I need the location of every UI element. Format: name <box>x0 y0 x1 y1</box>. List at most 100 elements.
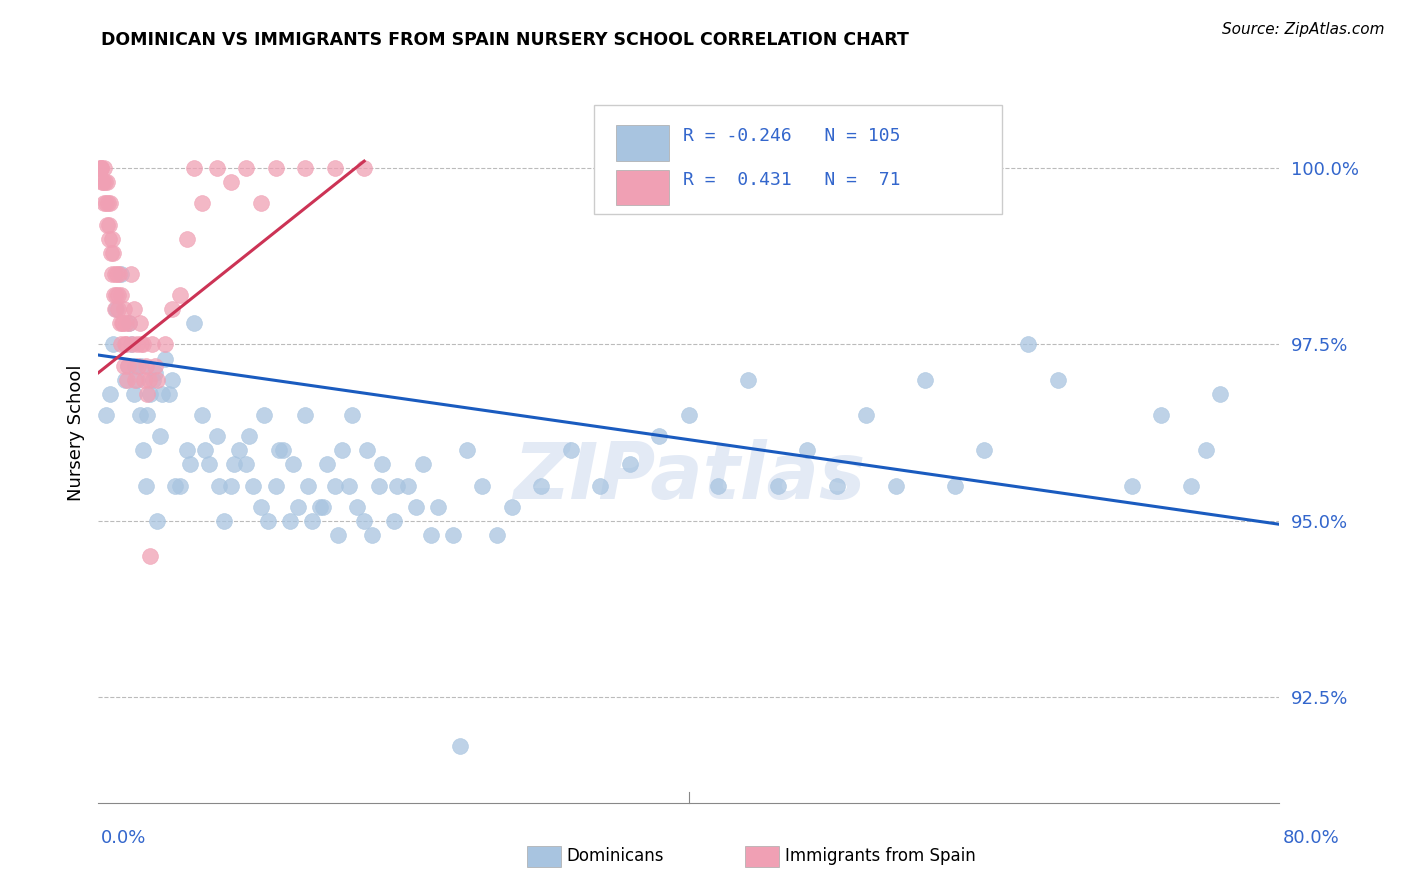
Point <box>235 458 257 472</box>
Point <box>456 443 478 458</box>
Point <box>93 161 115 176</box>
Point <box>138 373 160 387</box>
Point <box>312 500 335 514</box>
Point <box>143 359 166 373</box>
Point <box>619 458 641 472</box>
Point <box>149 429 172 443</box>
Point <box>111 316 134 330</box>
Point <box>191 196 214 211</box>
Point <box>283 458 305 472</box>
Y-axis label: Nursery School: Nursery School <box>66 364 84 501</box>
Point <box>271 443 294 458</box>
Text: R =  0.431   N =  71: R = 0.431 N = 71 <box>683 171 900 189</box>
Point <box>427 500 450 514</box>
Point <box>114 373 136 387</box>
Point <box>103 245 125 260</box>
Point <box>1209 387 1232 401</box>
Point <box>169 288 191 302</box>
Point <box>129 337 152 351</box>
Point <box>107 288 129 302</box>
Point <box>560 443 582 458</box>
Point <box>132 443 155 458</box>
Point <box>855 408 877 422</box>
Point <box>264 161 287 176</box>
Point <box>501 500 523 514</box>
Text: 80.0%: 80.0% <box>1282 830 1339 847</box>
Point <box>128 408 150 422</box>
Point <box>114 337 136 351</box>
Point <box>678 408 700 422</box>
Point <box>257 514 280 528</box>
Point <box>353 514 375 528</box>
Point <box>118 316 141 330</box>
Point <box>96 218 118 232</box>
Point <box>139 549 162 563</box>
Point <box>264 478 287 492</box>
Point <box>737 373 759 387</box>
Point <box>135 359 157 373</box>
Point <box>796 443 818 458</box>
Point <box>353 161 375 176</box>
Point <box>105 267 128 281</box>
Point <box>228 443 250 458</box>
Point <box>97 196 120 211</box>
Point <box>105 302 128 317</box>
Point <box>90 161 112 176</box>
Point <box>90 161 112 176</box>
Point <box>134 373 156 387</box>
Point <box>648 429 671 443</box>
Point <box>103 288 125 302</box>
Point <box>98 387 121 401</box>
Point <box>91 175 114 189</box>
Point <box>382 514 405 528</box>
FancyBboxPatch shape <box>616 126 669 161</box>
Point <box>449 739 471 754</box>
Point <box>169 478 191 492</box>
Point <box>107 302 129 317</box>
Point <box>316 458 339 472</box>
Point <box>419 528 441 542</box>
Point <box>412 458 434 472</box>
Point <box>219 175 243 189</box>
Point <box>112 359 135 373</box>
Point <box>1121 478 1143 492</box>
Point <box>128 316 150 330</box>
Point <box>176 232 198 246</box>
Point <box>267 443 290 458</box>
Point <box>110 288 132 302</box>
Point <box>1017 337 1039 351</box>
Point <box>884 478 907 492</box>
FancyBboxPatch shape <box>616 169 669 205</box>
Point <box>100 232 122 246</box>
Point <box>105 288 128 302</box>
Point <box>205 161 228 176</box>
Point <box>111 316 134 330</box>
Point <box>242 478 264 492</box>
Point <box>93 196 115 211</box>
Point <box>110 267 132 281</box>
Point <box>124 359 146 373</box>
Point <box>94 408 117 422</box>
Point <box>1195 443 1218 458</box>
Point <box>141 337 163 351</box>
Point <box>194 443 217 458</box>
Point <box>346 500 368 514</box>
Point <box>208 478 231 492</box>
Point <box>89 161 111 176</box>
Point <box>125 337 148 351</box>
Text: 0.0%: 0.0% <box>101 830 146 847</box>
Point <box>110 337 132 351</box>
Text: R = -0.246   N = 105: R = -0.246 N = 105 <box>683 127 900 145</box>
Point <box>136 387 159 401</box>
Point <box>337 478 360 492</box>
Point <box>153 337 176 351</box>
Point <box>441 528 464 542</box>
Point <box>326 528 349 542</box>
Point <box>117 359 139 373</box>
Point <box>146 514 169 528</box>
Point <box>94 175 117 189</box>
Text: DOMINICAN VS IMMIGRANTS FROM SPAIN NURSERY SCHOOL CORRELATION CHART: DOMINICAN VS IMMIGRANTS FROM SPAIN NURSE… <box>101 31 910 49</box>
Point <box>115 316 138 330</box>
Point <box>191 408 214 422</box>
Point <box>183 161 205 176</box>
